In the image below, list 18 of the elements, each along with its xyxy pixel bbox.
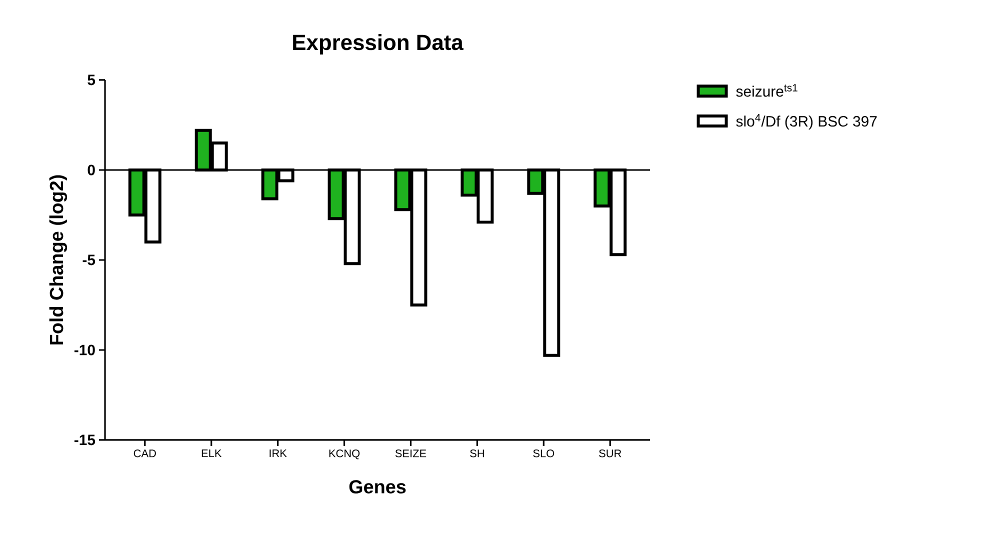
x-tick-label: KCNQ [329,450,360,460]
x-tick-label: IRK [270,450,287,458]
y-tick-label: 0 [88,164,95,176]
legend-label: slo$^{4}$/Df (3R) BSC 397 [736,114,877,130]
y-tick-label: -15 [74,434,96,446]
x-tick-label: SUR [599,450,622,458]
x-tick-label: SH [470,450,484,458]
y-tick-label: 5 [88,74,96,86]
y-axis-title: Fold Change (log2) [49,175,68,344]
y-tick-label: -10 [74,344,95,356]
x-tick-label: CAD [134,450,156,458]
legend-label: seizure$^{ts1}$ [736,84,798,97]
x-tick-label: SLO [533,450,554,458]
x-tick-label: SEIZE [395,450,426,458]
y-tick-label: -5 [82,254,96,266]
chart-title: Expression Data [293,34,464,54]
x-tick-label: ELK [202,450,222,458]
x-axis-title: Genes [349,480,406,494]
